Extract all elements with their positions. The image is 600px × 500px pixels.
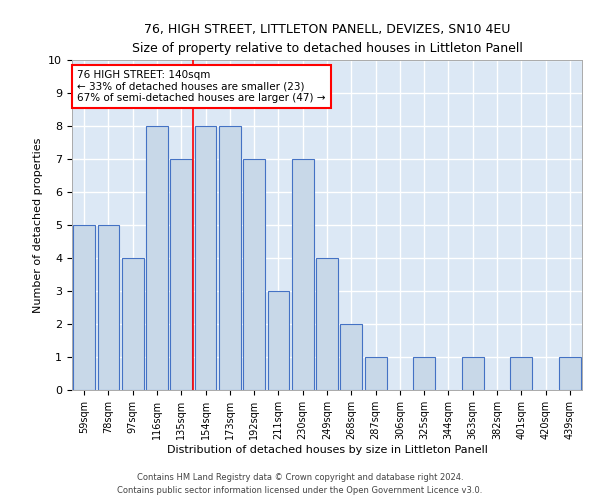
- Bar: [292, 159, 314, 390]
- Text: Contains HM Land Registry data © Crown copyright and database right 2024.
Contai: Contains HM Land Registry data © Crown c…: [118, 474, 482, 495]
- Bar: [268, 291, 289, 390]
- Bar: [122, 258, 143, 390]
- Bar: [462, 357, 484, 390]
- Bar: [340, 324, 362, 390]
- Bar: [219, 126, 241, 390]
- Bar: [365, 357, 386, 390]
- Bar: [97, 225, 119, 390]
- Title: 76, HIGH STREET, LITTLETON PANELL, DEVIZES, SN10 4EU
Size of property relative t: 76, HIGH STREET, LITTLETON PANELL, DEVIZ…: [131, 22, 523, 54]
- Bar: [170, 159, 192, 390]
- Bar: [146, 126, 168, 390]
- Bar: [511, 357, 532, 390]
- Bar: [194, 126, 217, 390]
- Y-axis label: Number of detached properties: Number of detached properties: [33, 138, 43, 312]
- Bar: [559, 357, 581, 390]
- Bar: [73, 225, 95, 390]
- Bar: [316, 258, 338, 390]
- Bar: [413, 357, 435, 390]
- X-axis label: Distribution of detached houses by size in Littleton Panell: Distribution of detached houses by size …: [167, 444, 487, 454]
- Text: 76 HIGH STREET: 140sqm
← 33% of detached houses are smaller (23)
67% of semi-det: 76 HIGH STREET: 140sqm ← 33% of detached…: [77, 70, 326, 103]
- Bar: [243, 159, 265, 390]
